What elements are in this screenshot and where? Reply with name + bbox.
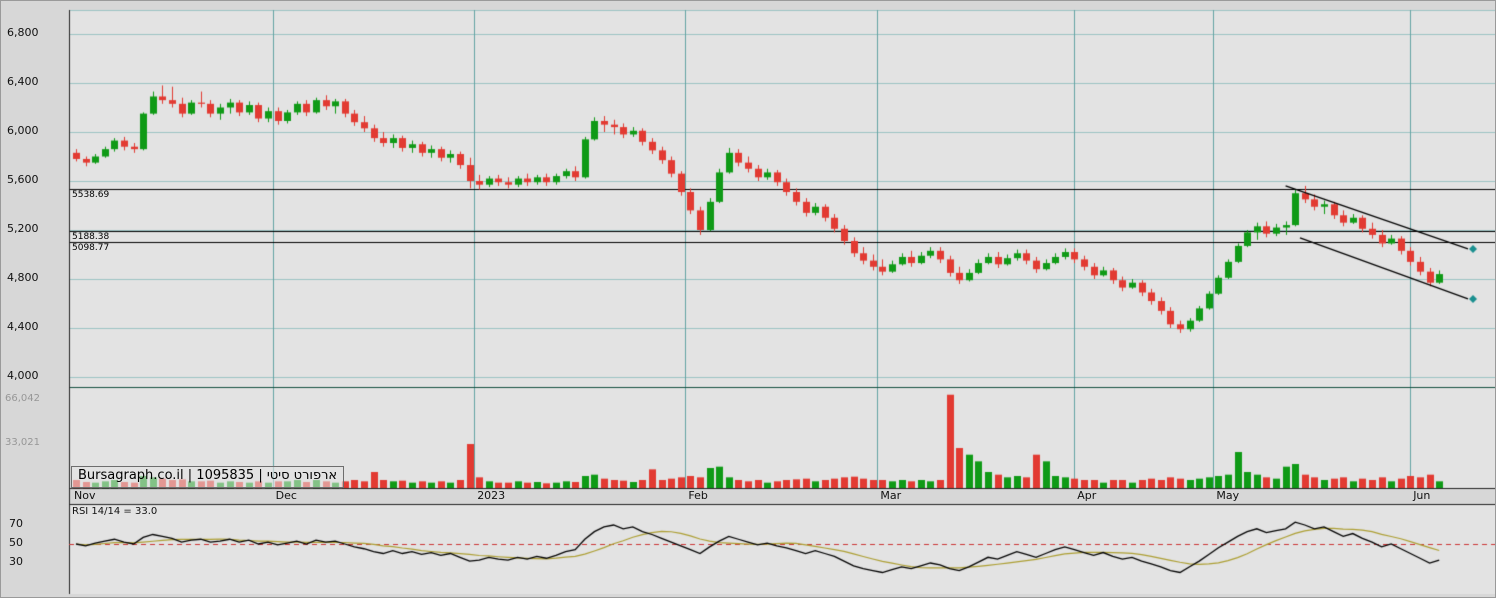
price-axis-label: 6,400 xyxy=(7,75,39,88)
price-axis-label: 4,800 xyxy=(7,271,39,284)
level-price-label: 5098.77 xyxy=(72,243,110,254)
level-price-label: 5538.69 xyxy=(72,189,110,200)
time-axis-label: May xyxy=(1216,489,1240,502)
price-axis-label: 4,000 xyxy=(7,369,39,382)
price-axis-label: 5,200 xyxy=(7,222,39,235)
watermark-label: Bursagraph.co.il | 1095835 | ארפורט סיטי xyxy=(71,466,345,488)
time-axis-label: Apr xyxy=(1077,489,1097,502)
rsi-axis-label: 70 xyxy=(9,517,23,530)
rsi-axis-label: 30 xyxy=(9,555,23,568)
time-axis-label: Feb xyxy=(688,489,708,502)
time-axis-label: Jun xyxy=(1413,489,1431,502)
time-axis-label: Mar xyxy=(880,489,902,502)
price-axis-label: 4,400 xyxy=(7,320,39,333)
volume-axis-label: 33,021 xyxy=(5,437,40,448)
price-axis-label: 6,000 xyxy=(7,124,39,137)
time-axis-label: Dec xyxy=(275,489,297,502)
level-price-label: 5188.38 xyxy=(72,232,110,243)
rsi-indicator-label: RSI 14/14 = 33.0 xyxy=(72,506,158,517)
time-axis-label: 2023 xyxy=(477,489,506,502)
time-axis-label: Nov xyxy=(74,489,96,502)
volume-axis-label: 66,042 xyxy=(5,393,40,404)
price-axis-label: 5,600 xyxy=(7,173,39,186)
rsi-axis-label: 50 xyxy=(9,536,23,549)
price-axis-label: 6,800 xyxy=(7,26,39,39)
